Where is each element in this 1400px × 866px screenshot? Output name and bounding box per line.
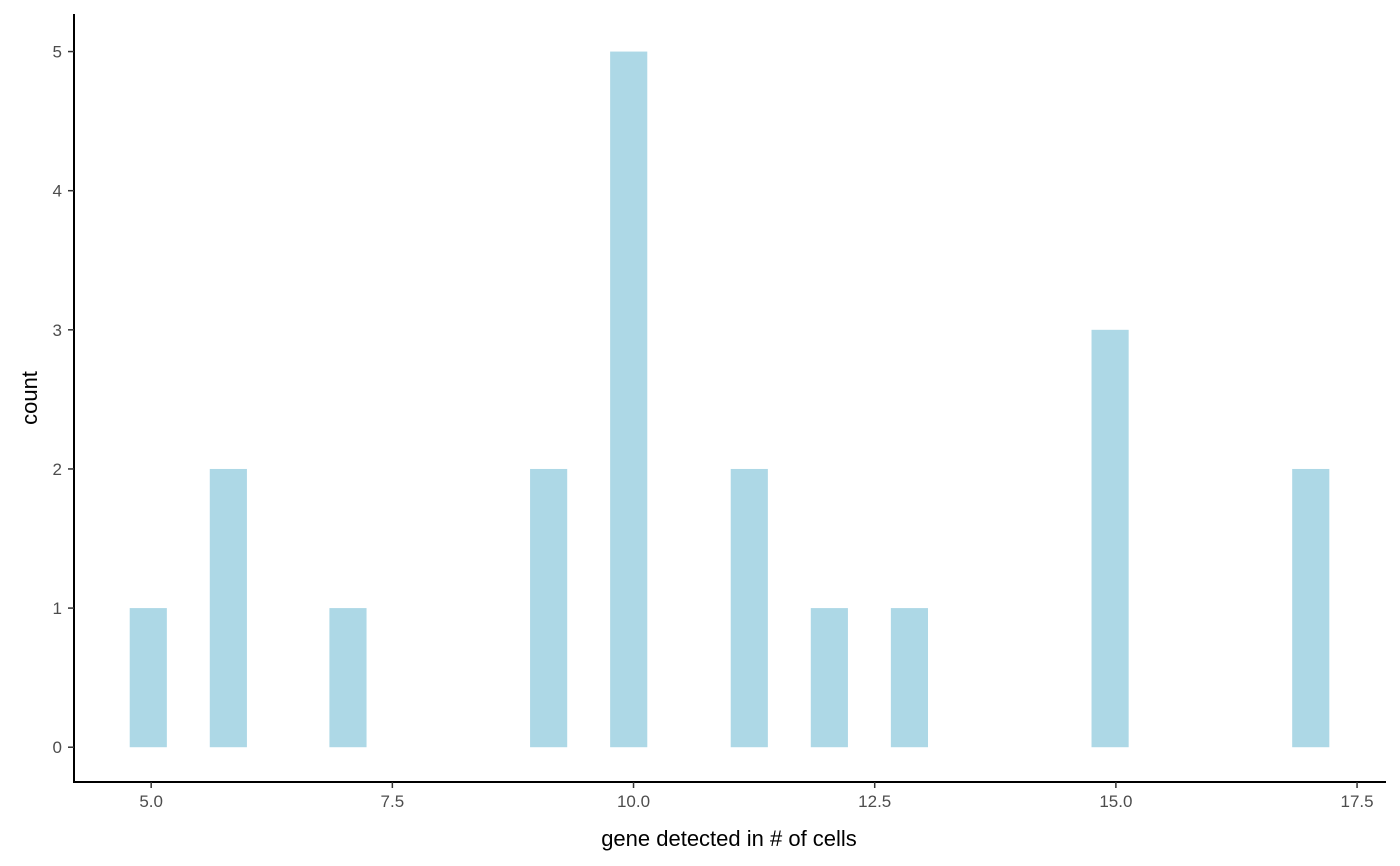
y-tick-label: 4 xyxy=(53,182,62,201)
histogram-bar-4 xyxy=(530,468,568,748)
histogram-bar-2 xyxy=(209,468,247,748)
x-tick-label: 17.5 xyxy=(1341,792,1374,811)
histogram-bar-9 xyxy=(1091,329,1129,748)
histogram-bar-1 xyxy=(129,608,167,748)
y-axis-ticks: 0 1 2 3 4 5 xyxy=(53,43,74,757)
y-axis-title: count xyxy=(17,371,42,425)
x-axis-ticks: 5.0 7.5 10.0 12.5 15.0 17.5 xyxy=(139,782,1374,811)
y-tick-label: 1 xyxy=(53,599,62,618)
x-tick-label: 10.0 xyxy=(617,792,650,811)
x-tick-label: 12.5 xyxy=(858,792,891,811)
y-tick-label: 2 xyxy=(53,460,62,479)
x-axis-title: gene detected in # of cells xyxy=(601,826,857,851)
histogram-bar-6 xyxy=(730,468,768,748)
x-tick-label: 15.0 xyxy=(1099,792,1132,811)
histogram-bar-7 xyxy=(810,608,848,748)
y-tick-label: 0 xyxy=(53,738,62,757)
y-tick-label: 5 xyxy=(53,43,62,62)
x-tick-label: 5.0 xyxy=(139,792,163,811)
histogram-bar-8 xyxy=(890,608,929,748)
y-tick-label: 3 xyxy=(53,321,62,340)
x-tick-label: 7.5 xyxy=(381,792,405,811)
histogram-bar-3 xyxy=(329,608,367,748)
histogram-bar-10 xyxy=(1292,468,1330,748)
histogram-bars xyxy=(129,51,1330,748)
histogram-bar-5 xyxy=(610,51,648,748)
